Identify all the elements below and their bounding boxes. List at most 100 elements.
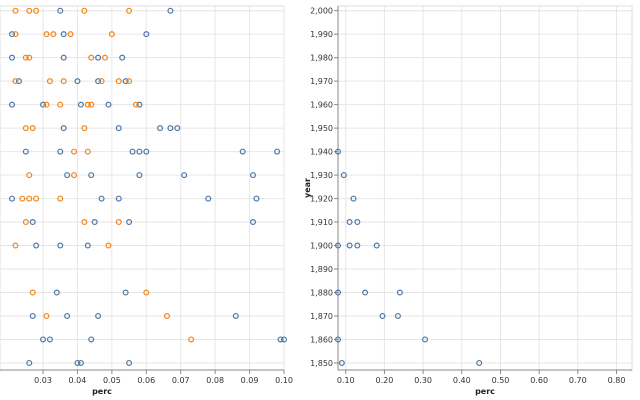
left-point-men-0 [57, 7, 64, 14]
left-point-men-17 [136, 101, 143, 108]
left-point-men-54 [46, 336, 53, 343]
left-point-women-21 [57, 101, 64, 108]
right-x-tick-label-7: 0.80 [608, 376, 626, 385]
left-point-men-23 [22, 148, 29, 155]
left-point-men-13 [9, 101, 16, 108]
left-point-women-25 [22, 125, 29, 132]
left-point-women-35 [57, 195, 64, 202]
left-x-tick-label-6: 0.09 [241, 376, 259, 385]
left-point-women-4 [126, 7, 133, 14]
left-point-women-36 [22, 219, 29, 226]
right-point-men-15 [422, 336, 429, 343]
right-y-tick-label-4: 1,890 [310, 265, 333, 274]
right-y-tick-label-2: 1,870 [310, 312, 333, 321]
left-point-men-52 [232, 312, 239, 319]
right-point-men-13 [394, 312, 401, 319]
left-point-women-24 [132, 101, 139, 108]
left-point-men-37 [115, 195, 122, 202]
left-point-men-6 [60, 54, 67, 61]
left-point-men-7 [95, 54, 102, 61]
left-point-men-31 [88, 172, 95, 179]
left-point-women-16 [60, 78, 67, 85]
left-point-women-33 [26, 195, 33, 202]
left-point-women-32 [19, 195, 26, 202]
left-point-men-4 [143, 31, 150, 38]
right-x-tick-label-3: 0.40 [453, 376, 471, 385]
left-point-women-8 [67, 31, 74, 38]
left-point-women-7 [50, 31, 57, 38]
right-point-men-17 [476, 359, 483, 366]
right-y-tick-label-12: 1,970 [310, 77, 333, 86]
left-point-men-33 [181, 172, 188, 179]
left-point-women-30 [26, 172, 33, 179]
right-plot-frame [337, 5, 633, 371]
left-point-men-27 [143, 148, 150, 155]
right-y-tick-label-10: 1,950 [310, 124, 333, 133]
left-point-men-43 [250, 219, 257, 226]
left-point-women-6 [43, 31, 50, 38]
right-y-tick-label-0: 1,850 [310, 359, 333, 368]
left-x-tick-label-0: 0.03 [34, 376, 52, 385]
left-point-men-55 [88, 336, 95, 343]
left-point-men-11 [95, 78, 102, 85]
left-point-men-19 [115, 125, 122, 132]
left-scatter-panel: 0.03 0.04 0.05 0.06 0.07 0.08 0.09 0.10 perc [0, 5, 293, 396]
left-x-tick-label-3: 0.06 [137, 376, 155, 385]
left-point-men-38 [205, 195, 212, 202]
left-point-women-20 [43, 101, 50, 108]
left-point-men-22 [174, 125, 181, 132]
left-point-men-61 [126, 359, 133, 366]
left-point-women-1 [26, 7, 33, 14]
left-point-men-58 [26, 359, 33, 366]
right-y-tick-label-13: 1,980 [310, 54, 333, 63]
left-point-men-35 [9, 195, 16, 202]
left-x-tick-label-1: 0.04 [69, 376, 87, 385]
left-point-men-32 [136, 172, 143, 179]
left-point-women-44 [163, 312, 170, 319]
right-y-tick-label-1: 1,860 [310, 335, 333, 344]
left-point-women-27 [81, 125, 88, 132]
left-point-men-51 [95, 312, 102, 319]
left-point-women-41 [29, 289, 36, 296]
left-point-women-5 [12, 31, 19, 38]
left-point-men-34 [250, 172, 257, 179]
left-point-women-40 [105, 242, 112, 249]
left-point-women-29 [84, 148, 91, 155]
left-x-tick-label-4: 0.07 [172, 376, 190, 385]
right-point-men-5 [335, 242, 342, 249]
left-point-men-42 [126, 219, 133, 226]
left-point-men-18 [60, 125, 67, 132]
right-x-tick-label-4: 0.50 [492, 376, 510, 385]
left-point-women-22 [84, 101, 91, 108]
left-point-men-21 [167, 125, 174, 132]
left-point-women-17 [98, 78, 105, 85]
right-point-men-16 [338, 359, 345, 366]
left-point-women-31 [71, 172, 78, 179]
right-point-men-4 [354, 219, 361, 226]
right-y-tick-label-9: 1,940 [310, 148, 333, 157]
left-point-women-18 [115, 78, 122, 85]
left-point-women-11 [26, 54, 33, 61]
left-point-women-39 [12, 242, 19, 249]
right-point-men-10 [396, 289, 403, 296]
left-point-men-5 [9, 54, 16, 61]
left-point-men-16 [105, 101, 112, 108]
right-point-men-14 [335, 336, 342, 343]
right-point-men-9 [362, 289, 369, 296]
right-scatter-panel: 0.10 0.20 0.30 0.40 0.50 0.60 0.70 0.80 perc 1,85… [303, 5, 633, 396]
left-point-women-15 [46, 78, 53, 85]
left-point-men-48 [122, 289, 129, 296]
left-point-men-14 [40, 101, 47, 108]
right-point-men-6 [346, 242, 353, 249]
left-point-men-9 [15, 78, 22, 85]
left-point-women-37 [81, 219, 88, 226]
right-x-tick-label-1: 0.20 [376, 376, 394, 385]
left-point-women-2 [33, 7, 40, 14]
left-point-women-43 [43, 312, 50, 319]
left-point-women-19 [126, 78, 133, 85]
left-x-axis-title: perc [92, 387, 112, 396]
right-point-men-0 [335, 148, 342, 155]
right-x-axis-title: perc [475, 387, 495, 396]
left-point-men-59 [74, 359, 81, 366]
left-point-men-30 [64, 172, 71, 179]
